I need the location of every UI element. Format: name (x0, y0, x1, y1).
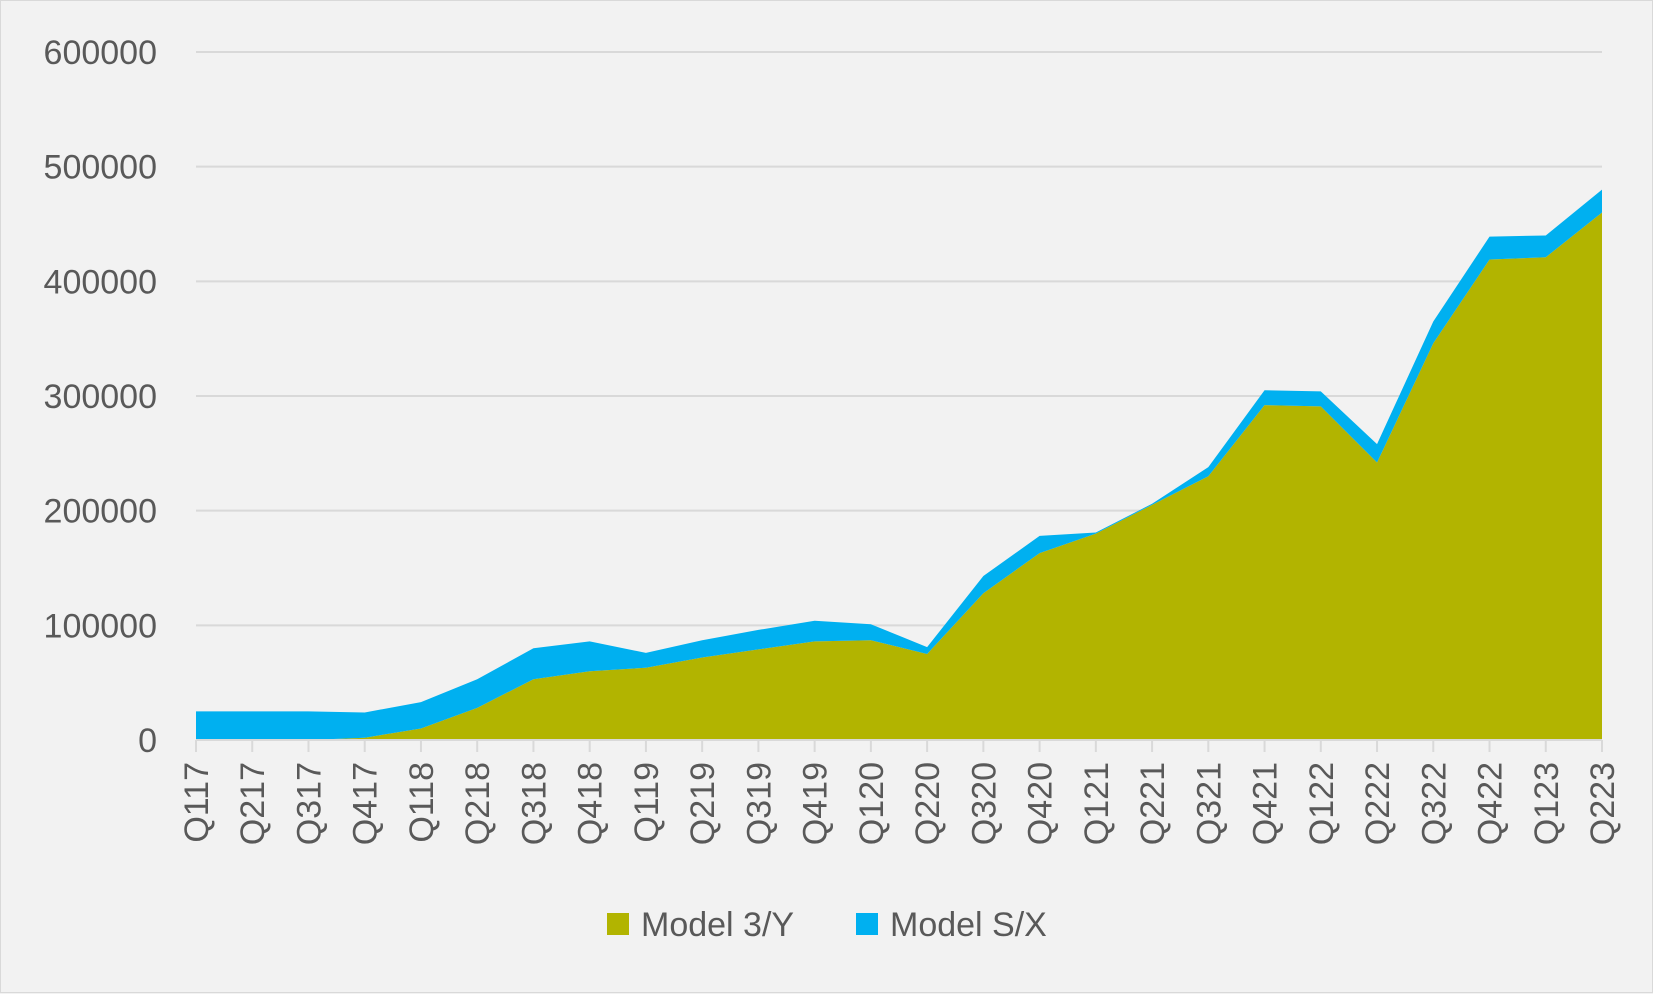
x-tick-label: Q218 (459, 762, 497, 845)
x-tick-label: Q220 (909, 762, 947, 845)
y-tick-label: 500000 (44, 149, 157, 187)
legend-label-model-sx: Model S/X (890, 906, 1047, 944)
x-tick-label: Q121 (1078, 762, 1116, 845)
x-tick-label: Q221 (1134, 762, 1172, 845)
x-tick-label: Q422 (1472, 762, 1510, 845)
x-tick-label: Q120 (853, 762, 891, 845)
x-tick-label: Q117 (178, 762, 216, 843)
x-tick-label: Q418 (572, 762, 610, 845)
x-tick-label: Q222 (1359, 762, 1397, 845)
y-tick-label: 100000 (44, 607, 157, 645)
x-tick-label: Q417 (347, 762, 385, 845)
x-tick-label: Q219 (684, 762, 722, 845)
x-tick-label: Q419 (797, 762, 835, 845)
x-tick-label: Q118 (403, 762, 441, 843)
x-tick-label: Q317 (290, 762, 328, 845)
x-tick-label: Q318 (515, 762, 553, 845)
area-series-model-3-y (196, 212, 1602, 740)
legend-label-model-3y: Model 3/Y (641, 906, 794, 944)
x-tick-label: Q123 (1528, 762, 1566, 845)
axes: 0 100000 200000 300000 400000 500000 600000 Q11… (44, 34, 1622, 845)
legend: Model 3/Y Model S/X (607, 906, 1047, 944)
legend-swatch-model-sx (856, 913, 878, 935)
series-areas (196, 189, 1602, 741)
x-tick-label: Q319 (740, 762, 778, 845)
y-tick-label: 0 (138, 722, 157, 760)
y-tick-label: 300000 (44, 378, 157, 416)
x-tick-label: Q223 (1584, 762, 1622, 845)
x-tick-label: Q421 (1247, 762, 1285, 845)
y-tick-label: 400000 (44, 263, 157, 301)
legend-swatch-model-3y (607, 913, 629, 935)
x-tick-label: Q322 (1415, 762, 1453, 845)
x-tick-label: Q321 (1190, 762, 1228, 845)
y-tick-label: 200000 (44, 493, 157, 531)
x-tick-label: Q217 (234, 762, 272, 845)
x-tick-label: Q122 (1303, 762, 1341, 845)
x-tick-label: Q320 (965, 762, 1003, 845)
x-tick-label: Q420 (1022, 762, 1060, 845)
x-tick-label: Q119 (628, 762, 666, 843)
y-tick-label: 600000 (44, 34, 157, 72)
